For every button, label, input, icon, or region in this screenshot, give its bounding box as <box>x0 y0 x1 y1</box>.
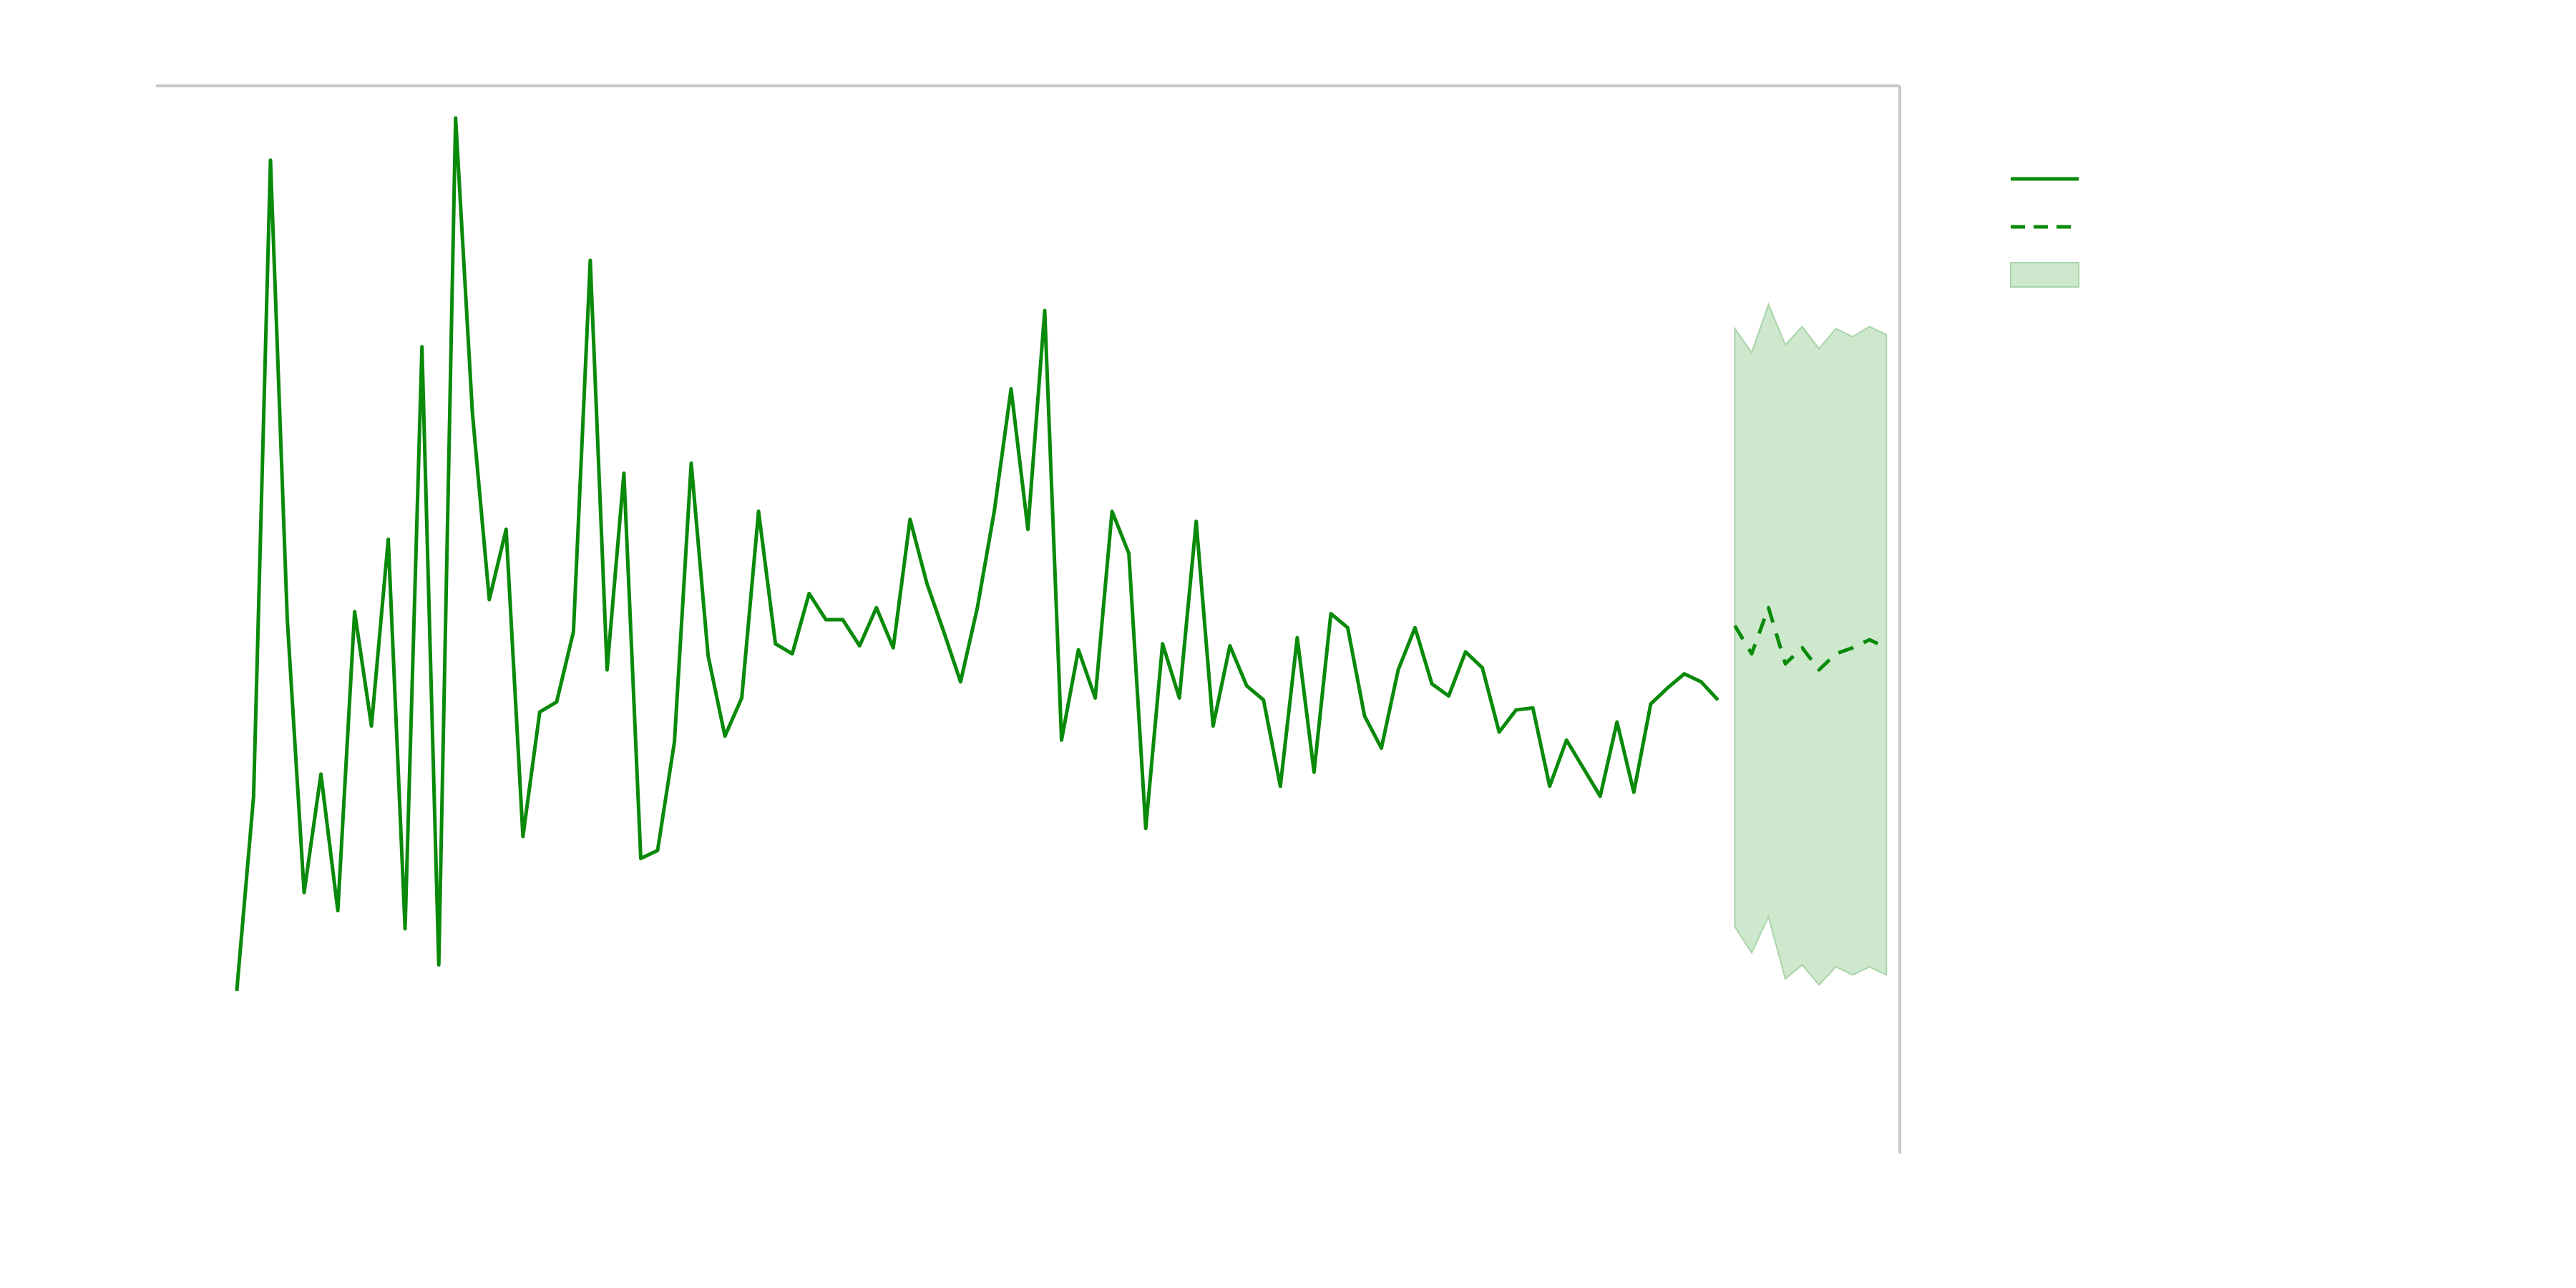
forecast-confidence-band <box>1734 302 1888 986</box>
legend-swatch-band <box>2010 262 2079 288</box>
plot-area <box>235 116 1888 992</box>
forecast-series-line <box>1733 605 1888 672</box>
observed-series-line <box>235 116 1719 992</box>
legend <box>2010 177 2079 288</box>
